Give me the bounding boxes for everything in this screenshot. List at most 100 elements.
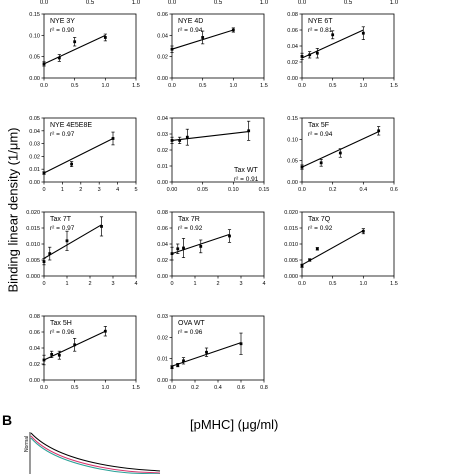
y-tick-label: 0.02 — [157, 55, 168, 61]
plot-frame — [43, 13, 137, 79]
series-name: Tax 7R — [178, 216, 200, 223]
x-tick-label: 4 — [134, 281, 137, 287]
y-tick-label: 0.03 — [29, 142, 40, 148]
x-tick-label: 1.5 — [260, 83, 268, 89]
x-tick-label: 0.0 — [168, 385, 176, 391]
data-point — [176, 363, 180, 367]
data-point — [205, 350, 208, 354]
r-squared-label: r² = 0.96 — [178, 329, 203, 336]
cropped-tick-label: 1.0 — [132, 0, 141, 6]
panel-2: 0.0 0.5 1.0 1.5 0.00 0.02 0.04 0.06 NYE 4D r² = 0… — [157, 12, 268, 89]
data-point — [308, 258, 312, 262]
y-tick-label: 0.02 — [157, 335, 168, 341]
r-squared-label: r² = 0.92 — [308, 225, 333, 232]
data-point — [228, 234, 231, 238]
panel-1: 0.0 0.5 1.0 1.5 0.00 0.05 0.10 0.15 NYE 3Y r² = 0… — [29, 12, 140, 89]
x-tick-label: 1.5 — [132, 83, 140, 89]
y-tick-label: 0.06 — [157, 226, 168, 232]
r-squared-label: r² = 0.94 — [178, 27, 203, 34]
fit-line — [43, 224, 102, 259]
data-point — [170, 252, 174, 255]
y-tick-label: 0.00 — [157, 274, 168, 280]
y-tick-label: 0.00 — [29, 378, 40, 384]
data-point — [300, 165, 304, 169]
data-point — [185, 135, 189, 139]
data-point — [361, 229, 365, 233]
x-tick-label: 0.15 — [259, 187, 270, 193]
cropped-tick-label: 0.5 — [86, 0, 95, 6]
x-tick-label: 1.0 — [102, 385, 110, 391]
cropped-tick-label: 0.0 — [40, 0, 49, 6]
x-tick-label: 0.2 — [329, 187, 337, 193]
r-squared-label: r² = 0.92 — [178, 225, 203, 232]
y-tick-label: 0.010 — [26, 242, 40, 248]
y-tick-label: 0.00 — [29, 76, 40, 82]
series-name: OVA WT — [178, 320, 205, 327]
cropped-tick-label: 1.0 — [260, 0, 269, 6]
x-tick-label: 0.0 — [40, 385, 48, 391]
data-point — [103, 36, 107, 39]
y-tick-label: 0.005 — [26, 258, 40, 264]
x-tick-label: 0.8 — [260, 385, 268, 391]
series-name: Tax 7T — [50, 216, 72, 223]
x-tick-label: 0.2 — [191, 385, 199, 391]
y-tick-label: 0.000 — [26, 274, 40, 280]
cropped-tick-label: 0.0 — [168, 0, 177, 6]
data-point — [100, 225, 103, 228]
x-tick-label: 0.5 — [71, 385, 79, 391]
x-tick-label: 1.0 — [102, 83, 110, 89]
x-tick-label: 0.05 — [197, 187, 208, 193]
x-tick-label: 1 — [65, 281, 68, 287]
panel-b-ylabel: Normal — [24, 435, 30, 452]
x-tick-label: 1.5 — [390, 83, 398, 89]
x-tick-label: 1.0 — [360, 281, 368, 287]
data-point — [111, 137, 115, 140]
data-point — [300, 55, 304, 58]
x-tick-label: 0.0 — [40, 83, 48, 89]
y-tick-label: 0.00 — [287, 180, 298, 186]
data-point — [57, 353, 61, 357]
fit-line — [43, 34, 106, 65]
y-tick-label: 0.01 — [157, 164, 168, 170]
data-point — [377, 129, 381, 133]
y-tick-label: 0.03 — [157, 132, 168, 138]
series-name: NYE 4D — [178, 18, 203, 25]
panel-6: 0.0 0.2 0.4 0.6 0.00 0.05 0.10 0.15 Tax 5F r² = 0… — [287, 116, 398, 193]
y-tick-label: 0.04 — [157, 242, 168, 248]
cropped-tick-label: 1.0 — [390, 0, 399, 6]
panel-7: 0 1 2 3 4 0.000 0.005 0.010 0.015 0.020 Tax 7T r² =… — [26, 210, 137, 287]
y-tick-label: 0.00 — [287, 76, 298, 82]
y-tick-label: 0.08 — [157, 210, 168, 216]
data-point — [308, 53, 312, 57]
panel-b-inset — [29, 432, 161, 474]
y-tick-label: 0.04 — [287, 44, 298, 50]
fit-line — [301, 230, 364, 266]
data-point — [315, 247, 319, 251]
panel-4: 0 1 2 3 4 5 0.00 0.01 0.02 0.03 0.04 0.05 NYE 4E5E8E… — [29, 116, 137, 193]
x-tick-label: 0.0 — [298, 187, 306, 193]
data-point — [182, 359, 185, 363]
y-tick-label: 0.15 — [29, 12, 40, 18]
y-tick-label: 0.05 — [29, 55, 40, 61]
y-tick-label: 0.00 — [157, 378, 168, 384]
y-tick-label: 0.02 — [157, 148, 168, 154]
data-point — [50, 353, 54, 356]
survival-curve — [30, 435, 161, 474]
x-tick-label: 1 — [61, 187, 64, 193]
x-tick-label: 0.4 — [360, 187, 368, 193]
y-tick-label: 0.015 — [26, 226, 40, 232]
x-tick-label: 1.0 — [360, 83, 368, 89]
y-tick-label: 0.02 — [29, 362, 40, 368]
data-point — [338, 151, 342, 155]
data-point — [170, 47, 174, 51]
data-point — [331, 33, 335, 37]
data-point — [361, 31, 365, 35]
data-point — [170, 365, 174, 369]
x-tick-label: 0 — [42, 281, 45, 287]
x-tick-label: 0.5 — [329, 83, 337, 89]
y-tick-label: 0.020 — [26, 210, 40, 216]
x-tick-label: 3 — [239, 281, 242, 287]
y-tick-label: 0.02 — [157, 258, 168, 264]
x-tick-label: 0.6 — [390, 187, 398, 193]
